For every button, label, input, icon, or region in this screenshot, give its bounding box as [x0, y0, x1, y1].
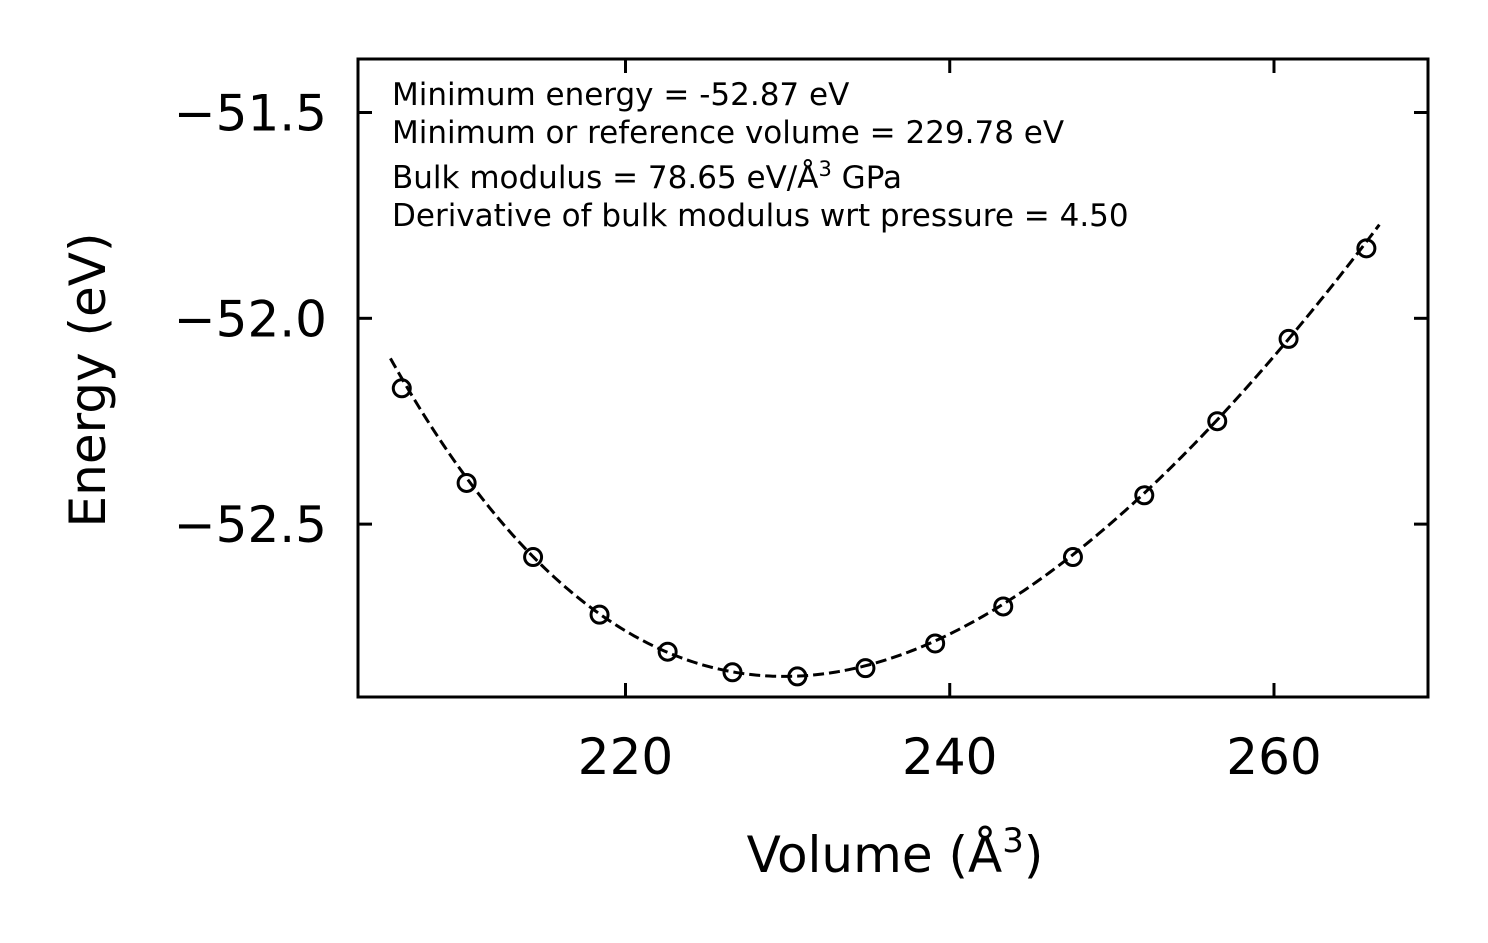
data-point [1278, 328, 1299, 349]
y-axis-label: Energy (eV) [59, 233, 117, 528]
ticks-layer: 220 240 260 −51.5 −52.0 −52.5 [174, 59, 1428, 786]
data-point [1207, 411, 1228, 432]
data-point [993, 596, 1014, 617]
data-point [925, 633, 946, 654]
x-tick-label: 240 [902, 728, 997, 786]
data-point [855, 658, 876, 679]
annotation-min-volume: Minimum or reference volume = 229.78 eV [392, 115, 1064, 151]
plot-frame [356, 57, 1430, 699]
annotation-min-energy: Minimum energy = -52.87 eV [392, 77, 849, 113]
data-point [456, 472, 477, 493]
annotation-bulk-modulus-derivative: Derivative of bulk modulus wrt pressure … [392, 198, 1129, 234]
x-axis-label: Volume (Å3) [747, 821, 1044, 884]
data-point [657, 641, 678, 662]
y-tick-label: −52.0 [174, 290, 327, 348]
x-tick-label: 260 [1226, 728, 1321, 786]
data-point [1062, 547, 1083, 568]
data-point [1356, 238, 1377, 259]
data-point [722, 662, 743, 683]
data-points-layer [391, 238, 1377, 687]
data-point [787, 666, 808, 687]
fit-curve-layer [389, 223, 1381, 678]
annotation-bulk-modulus: Bulk modulus = 78.65 eV/Å3 GPa [392, 157, 902, 196]
data-point [391, 378, 412, 399]
data-point [523, 547, 544, 568]
plot-area [356, 57, 1430, 699]
y-tick-label: −52.5 [174, 496, 327, 554]
eos-fit-curve [389, 223, 1381, 678]
data-point [589, 604, 610, 625]
y-tick-label: −51.5 [174, 85, 327, 143]
data-point [1134, 485, 1155, 506]
x-tick-label: 220 [578, 728, 673, 786]
